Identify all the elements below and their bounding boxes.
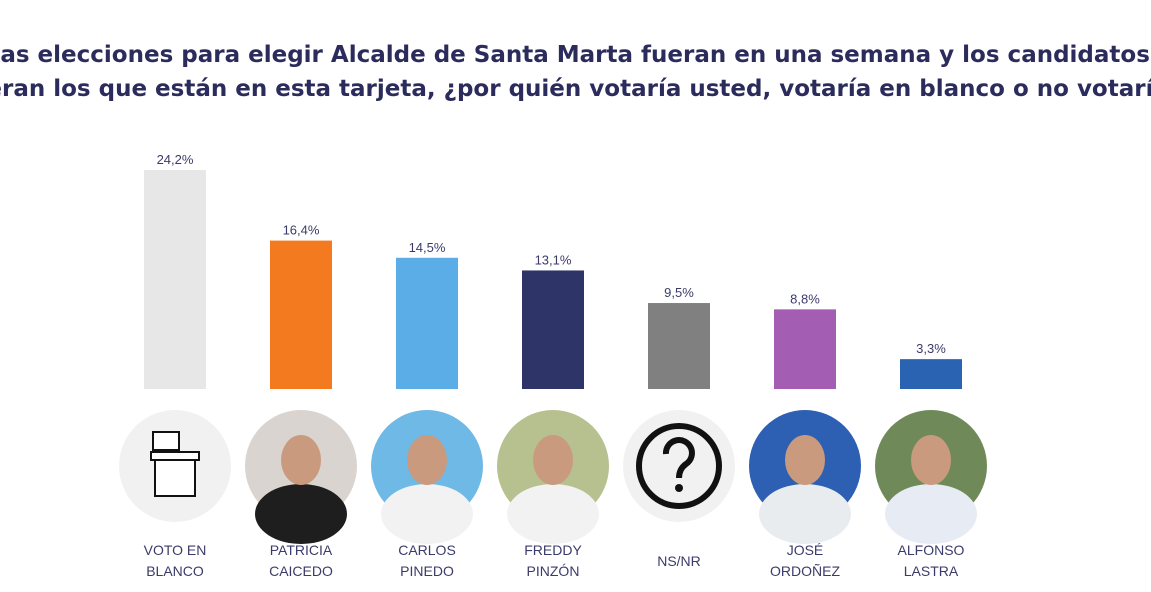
person-body	[885, 484, 977, 544]
category-label: NS/NR	[657, 552, 701, 569]
value-label: 9,5%	[664, 285, 694, 300]
question-dot	[675, 484, 683, 492]
ballot-lid	[150, 451, 200, 461]
bar	[648, 303, 710, 389]
category-label: CARLOS PINEDO	[398, 542, 456, 579]
person-face	[785, 435, 825, 485]
category-label: ALFONSO LASTRA	[897, 542, 965, 579]
person-body	[759, 484, 851, 544]
category-label: JOSÉ ORDOÑEZ	[770, 542, 840, 579]
bar	[144, 170, 206, 389]
value-label: 13,1%	[535, 252, 572, 267]
chart-title: Si las elecciones para elegir Alcalde de…	[0, 42, 1150, 68]
person-face	[911, 435, 951, 485]
question-mark	[662, 437, 695, 479]
value-label: 16,4%	[283, 223, 320, 238]
bar	[522, 270, 584, 389]
value-label: 24,2%	[157, 152, 194, 167]
person-face	[533, 435, 573, 485]
value-label: 8,8%	[790, 291, 820, 306]
bar	[270, 240, 332, 389]
category-label: PATRICIA CAICEDO	[269, 542, 333, 579]
person-face	[281, 435, 321, 485]
person-face	[407, 435, 447, 485]
person-body	[381, 484, 473, 544]
category-label: VOTO EN BLANCO	[143, 542, 207, 579]
value-label: 3,3%	[916, 341, 946, 356]
bar	[900, 359, 962, 389]
person-body	[255, 484, 347, 544]
ballot-paper	[152, 431, 180, 451]
bar	[396, 257, 458, 389]
person-body	[507, 484, 599, 544]
value-label: 14,5%	[409, 240, 446, 255]
question-ring	[636, 423, 722, 509]
bar	[774, 309, 836, 389]
chart-title: fueran los que están en esta tarjeta, ¿p…	[0, 76, 1151, 102]
ballot-box	[154, 457, 196, 497]
category-label: FREDDY PINZÓN	[524, 542, 582, 579]
